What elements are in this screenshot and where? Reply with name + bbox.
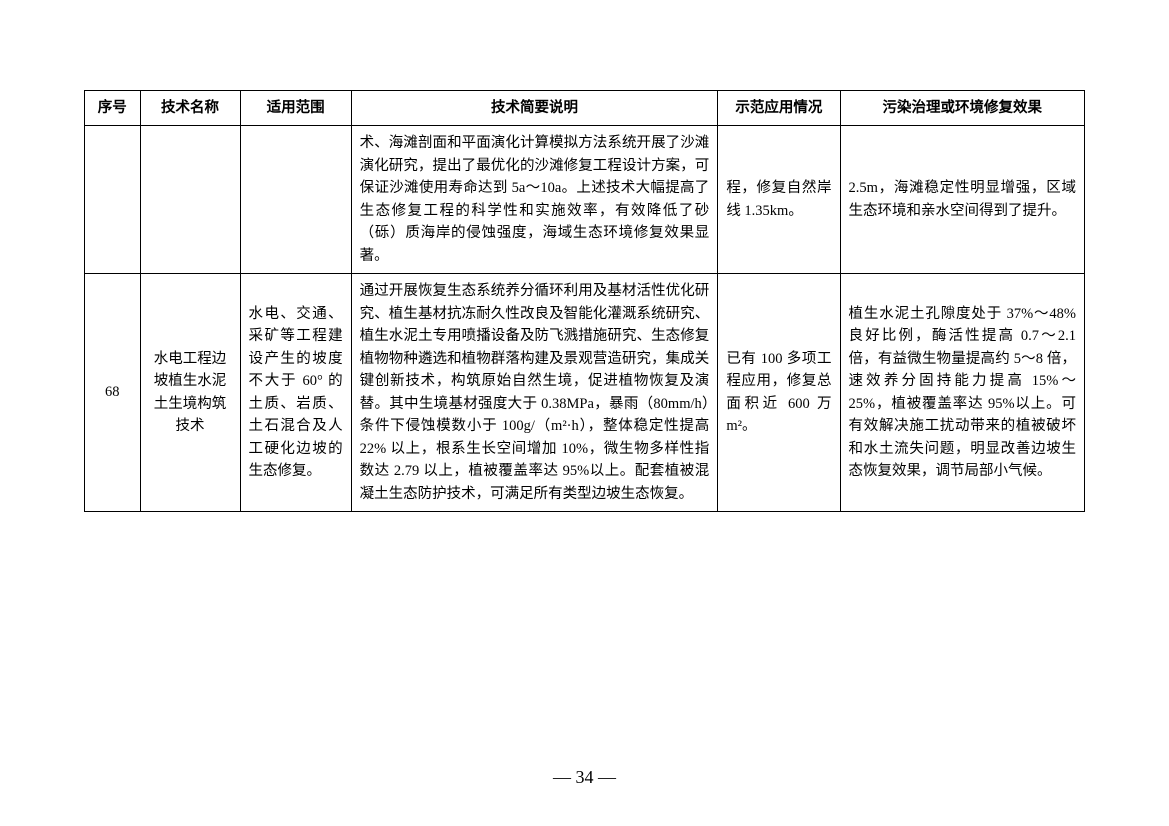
cell-name: 水电工程边坡植生水泥土生境构筑技术	[140, 274, 240, 512]
table-row: 术、海滩剖面和平面演化计算模拟方法系统开展了沙滩演化研究，提出了最优化的沙滩修复…	[85, 126, 1085, 274]
page: 序号 技术名称 适用范围 技术简要说明 示范应用情况 污染治理或环境修复效果 术…	[0, 0, 1169, 826]
header-effect: 污染治理或环境修复效果	[840, 91, 1084, 126]
technology-table: 序号 技术名称 适用范围 技术简要说明 示范应用情况 污染治理或环境修复效果 术…	[84, 90, 1085, 512]
header-scope: 适用范围	[240, 91, 351, 126]
table-header-row: 序号 技术名称 适用范围 技术简要说明 示范应用情况 污染治理或环境修复效果	[85, 91, 1085, 126]
cell-demo: 程，修复自然岸线 1.35km。	[718, 126, 840, 274]
header-name: 技术名称	[140, 91, 240, 126]
cell-desc: 术、海滩剖面和平面演化计算模拟方法系统开展了沙滩演化研究，提出了最优化的沙滩修复…	[351, 126, 718, 274]
table-row: 68 水电工程边坡植生水泥土生境构筑技术 水电、交通、采矿等工程建设产生的坡度不…	[85, 274, 1085, 512]
header-demo: 示范应用情况	[718, 91, 840, 126]
cell-seq: 68	[85, 274, 141, 512]
cell-name	[140, 126, 240, 274]
header-desc: 技术简要说明	[351, 91, 718, 126]
cell-effect: 2.5m，海滩稳定性明显增强，区域生态环境和亲水空间得到了提升。	[840, 126, 1084, 274]
page-number: — 34 —	[0, 767, 1169, 788]
cell-effect: 植生水泥土孔隙度处于 37%～48% 良好比例，酶活性提高 0.7～2.1 倍，…	[840, 274, 1084, 512]
cell-desc: 通过开展恢复生态系统养分循环利用及基材活性优化研究、植生基材抗冻耐久性改良及智能…	[351, 274, 718, 512]
cell-demo: 已有 100 多项工程应用，修复总面积近 600 万 m²。	[718, 274, 840, 512]
cell-scope: 水电、交通、采矿等工程建设产生的坡度不大于 60° 的土质、岩质、土石混合及人工…	[240, 274, 351, 512]
header-seq: 序号	[85, 91, 141, 126]
cell-scope	[240, 126, 351, 274]
cell-seq	[85, 126, 141, 274]
